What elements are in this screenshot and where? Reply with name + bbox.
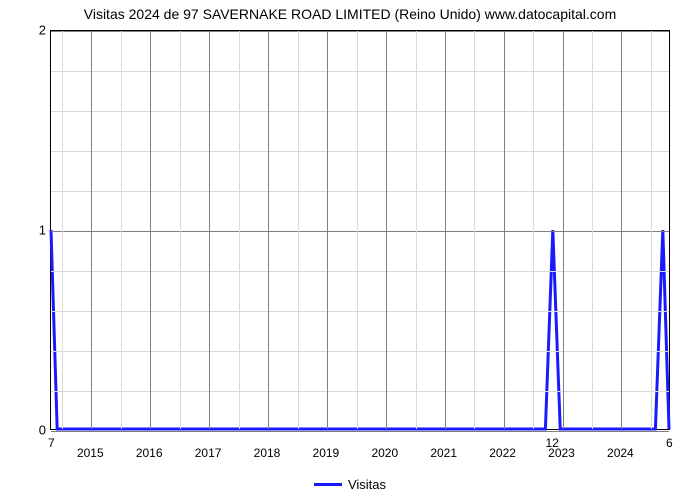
- y-tick-label: 0: [30, 423, 46, 438]
- line-chart: Visitas 2024 de 97 SAVERNAKE ROAD LIMITE…: [0, 0, 700, 500]
- grid-minor-v: [592, 31, 593, 429]
- x-tick-label: 2015: [77, 446, 104, 460]
- grid-minor-v: [533, 31, 534, 429]
- grid-minor-v: [121, 31, 122, 429]
- grid-minor-h: [51, 391, 669, 392]
- x-tick-label: 2016: [136, 446, 163, 460]
- grid-minor-h: [51, 191, 669, 192]
- grid-minor-h: [51, 151, 669, 152]
- grid-minor-v: [651, 31, 652, 429]
- y-tick-label: 1: [30, 223, 46, 238]
- grid-minor-h: [51, 311, 669, 312]
- grid-major-v: [621, 31, 622, 429]
- data-point-label: 6: [666, 436, 673, 450]
- x-tick-label: 2020: [371, 446, 398, 460]
- x-tick-label: 2021: [430, 446, 457, 460]
- grid-major-h: [51, 431, 669, 432]
- x-tick-label: 2017: [195, 446, 222, 460]
- x-tick-label: 2018: [254, 446, 281, 460]
- grid-minor-v: [357, 31, 358, 429]
- grid-minor-v: [180, 31, 181, 429]
- chart-title: Visitas 2024 de 97 SAVERNAKE ROAD LIMITE…: [0, 6, 700, 22]
- grid-major-v: [91, 31, 92, 429]
- grid-minor-h: [51, 351, 669, 352]
- grid-major-v: [445, 31, 446, 429]
- legend-swatch: [314, 483, 342, 486]
- x-tick-label: 2024: [607, 446, 634, 460]
- grid-minor-v: [416, 31, 417, 429]
- grid-major-h: [51, 31, 669, 32]
- grid-major-v: [150, 31, 151, 429]
- grid-minor-v: [474, 31, 475, 429]
- series-line: [51, 31, 669, 429]
- x-tick-label: 2019: [313, 446, 340, 460]
- grid-major-v: [327, 31, 328, 429]
- grid-minor-h: [51, 271, 669, 272]
- grid-major-v: [504, 31, 505, 429]
- x-tick-label: 2022: [489, 446, 516, 460]
- grid-major-v: [563, 31, 564, 429]
- data-point-label: 7: [48, 436, 55, 450]
- grid-major-v: [209, 31, 210, 429]
- grid-major-v: [386, 31, 387, 429]
- grid-minor-v: [298, 31, 299, 429]
- grid-minor-h: [51, 111, 669, 112]
- legend: Visitas: [0, 476, 700, 492]
- legend-label: Visitas: [348, 477, 386, 492]
- grid-minor-v: [62, 31, 63, 429]
- y-tick-label: 2: [30, 23, 46, 38]
- grid-minor-v: [239, 31, 240, 429]
- data-point-label: 12: [545, 436, 558, 450]
- grid-major-v: [268, 31, 269, 429]
- plot-area: [50, 30, 670, 430]
- grid-minor-h: [51, 71, 669, 72]
- grid-major-h: [51, 231, 669, 232]
